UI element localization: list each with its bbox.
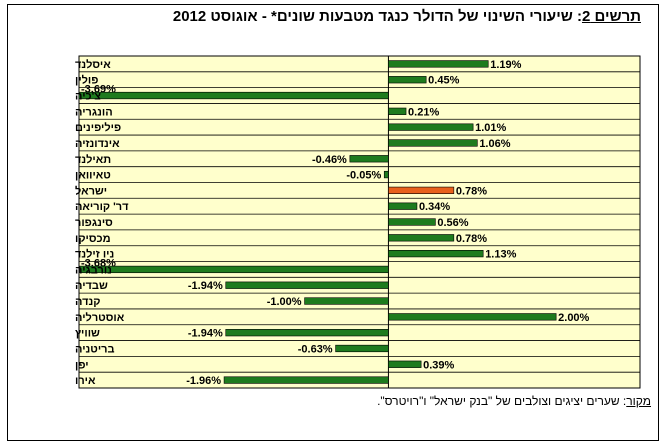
value-label: 0.78% bbox=[456, 185, 487, 197]
value-label: -0.63% bbox=[298, 343, 333, 355]
chart-title-label: תרשים 2 bbox=[581, 8, 641, 25]
bar bbox=[388, 202, 418, 210]
bar bbox=[388, 60, 489, 68]
category-label: פיליפינים bbox=[75, 121, 121, 134]
bar bbox=[388, 107, 407, 115]
bar bbox=[388, 76, 427, 84]
category-label: איסלנד bbox=[75, 58, 111, 71]
category-label: מכסיקו bbox=[75, 233, 111, 245]
value-label: 1.01% bbox=[475, 122, 506, 134]
bar bbox=[388, 123, 474, 131]
bar bbox=[388, 218, 436, 226]
value-label: -0.05% bbox=[346, 170, 381, 182]
value-label: 0.56% bbox=[437, 217, 468, 229]
category-label: יפן bbox=[75, 359, 89, 371]
category-label: שוויץ bbox=[75, 328, 100, 340]
category-label: בריטניה bbox=[75, 343, 115, 355]
category-label: קנדה bbox=[75, 296, 100, 308]
category-label: אירו bbox=[75, 375, 96, 387]
category-label: סינגפור bbox=[75, 217, 113, 229]
value-label: 1.06% bbox=[479, 138, 510, 150]
category-label: דר' קוריאה bbox=[75, 201, 129, 213]
value-label: -3.69% bbox=[81, 84, 116, 96]
source-note: מקור: שערים יציגים וצולבים של "בנק ישראל… bbox=[377, 394, 651, 408]
bar bbox=[388, 234, 455, 242]
value-label: 1.13% bbox=[485, 249, 516, 261]
bar bbox=[349, 155, 389, 163]
value-label: -1.94% bbox=[188, 280, 223, 292]
category-label: טאיוואן bbox=[75, 170, 111, 182]
category-label: אינדונזיה bbox=[75, 138, 120, 150]
bar bbox=[383, 170, 389, 179]
category-label: הונגריה bbox=[75, 106, 113, 118]
chart-title: תרשים 2: שיעורי השינוי של הדולר כנגד מטב… bbox=[173, 8, 641, 25]
value-label: 0.21% bbox=[408, 106, 439, 118]
bar bbox=[79, 265, 389, 274]
bar bbox=[388, 186, 455, 195]
plot-area bbox=[78, 55, 641, 389]
value-label: 0.39% bbox=[423, 359, 454, 371]
category-label: אוסטרליה bbox=[75, 311, 125, 324]
value-label: 2.00% bbox=[558, 312, 589, 324]
category-label: ניו זילנד bbox=[75, 248, 114, 261]
bar bbox=[388, 249, 484, 258]
value-label: 0.45% bbox=[428, 75, 459, 87]
bar bbox=[225, 329, 389, 337]
source-text: : שערים יציגים וצולבים של "בנק ישראל" ו"… bbox=[377, 394, 627, 408]
chart-title-text: : שיעורי השינוי של הדולר כנגד מטבעות שונ… bbox=[172, 8, 582, 25]
value-label: -3.68% bbox=[81, 257, 116, 269]
value-label: -0.46% bbox=[312, 154, 347, 166]
bar bbox=[78, 91, 389, 100]
bar bbox=[304, 297, 389, 305]
value-label: -1.96% bbox=[186, 375, 221, 387]
bar bbox=[388, 139, 478, 147]
bar bbox=[335, 344, 389, 353]
category-label: פולין bbox=[75, 74, 98, 87]
bar bbox=[225, 281, 389, 289]
value-label: 0.78% bbox=[456, 233, 487, 245]
category-label: שבדיה bbox=[75, 280, 108, 292]
bar bbox=[388, 360, 422, 368]
bar bbox=[223, 376, 389, 384]
value-label: -1.94% bbox=[188, 328, 223, 340]
category-label: צ'כיה bbox=[75, 91, 101, 103]
category-label: ישראל bbox=[75, 184, 107, 197]
bar bbox=[388, 313, 557, 321]
source-label: מקור bbox=[626, 394, 651, 408]
value-label: -1.00% bbox=[267, 296, 302, 308]
value-label: 0.34% bbox=[419, 201, 450, 213]
value-label: 1.19% bbox=[490, 59, 521, 71]
category-label: נורבגיה bbox=[75, 264, 112, 276]
category-label: תאילנד bbox=[75, 153, 111, 166]
